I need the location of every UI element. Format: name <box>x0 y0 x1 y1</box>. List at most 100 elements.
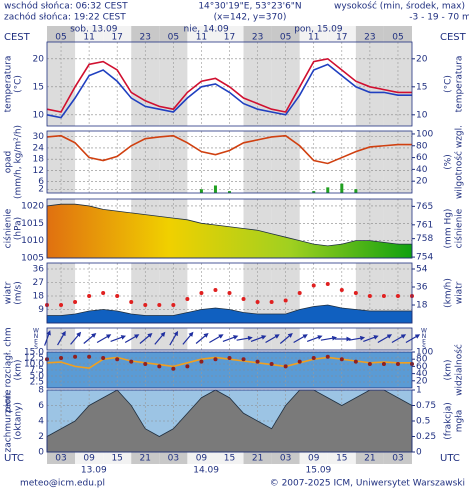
bottom-hour: 21 <box>364 454 375 464</box>
top-hour: 05 <box>280 33 291 43</box>
series-dot <box>339 357 344 362</box>
footer-right: © 2007-2025 ICM, Uniwersytet Warszawski <box>270 479 465 489</box>
top-hour: 11 <box>196 33 207 43</box>
axis-title: (%) <box>444 154 454 170</box>
series-dot <box>311 283 316 288</box>
y-tick-label: 15 <box>33 82 44 92</box>
time-cell <box>187 452 216 464</box>
wind-arrow <box>348 335 366 341</box>
y-tick-label: 1010 <box>21 236 44 246</box>
panel-frame <box>46 327 413 351</box>
time-cell <box>187 26 216 44</box>
top-hour: 23 <box>364 33 375 43</box>
y2-tick-label: 758 <box>416 234 433 244</box>
series-dot <box>213 357 218 362</box>
series-area <box>46 304 413 324</box>
height-values: -3 - 19 - 70 m <box>409 13 469 23</box>
series-dot <box>381 362 386 366</box>
precip-bar <box>340 183 344 193</box>
bottom-hour: 21 <box>252 454 263 464</box>
y-tick-label: 2.5 <box>30 378 44 388</box>
axis-title: (km) <box>14 359 24 380</box>
y2-tick-label: 765 <box>416 202 433 212</box>
y-tick-label: 18 <box>33 155 45 165</box>
y-tick-label: 15.0 <box>24 348 44 358</box>
bottom-hour: 03 <box>280 454 291 464</box>
y2-tick-label: 40 <box>416 165 428 175</box>
wind-arrow <box>279 332 293 344</box>
y2-tick-label: 18 <box>416 301 428 311</box>
y2-tick-label: 20 <box>416 376 428 386</box>
series-dot <box>297 291 302 295</box>
time-cell <box>383 452 412 464</box>
axis-title: wiatr <box>455 281 465 304</box>
top-zone: CEST <box>440 32 467 43</box>
night-band <box>355 131 384 193</box>
time-cell <box>47 452 76 464</box>
series-dot <box>157 364 162 369</box>
series-dot <box>171 366 176 371</box>
series-dot <box>367 294 372 298</box>
series-dot <box>129 300 134 304</box>
bottom-hour: 15 <box>336 454 347 464</box>
y2-tick-label: 754 <box>416 253 433 263</box>
y2-tick-label: 10 <box>416 110 428 120</box>
wind-arrow <box>250 335 267 342</box>
series-dot <box>395 294 400 298</box>
series-dot <box>381 294 386 298</box>
wind-arrow <box>57 330 66 346</box>
series-dot <box>157 303 162 307</box>
time-cell <box>355 26 384 44</box>
series-dot <box>325 354 330 359</box>
axis-title: N <box>422 333 427 340</box>
y2-tick-label: 15 <box>416 82 427 92</box>
y2-tick-label: 20 <box>416 54 428 64</box>
y2-tick-label: 100 <box>416 348 433 358</box>
series-dot <box>87 294 92 298</box>
y2-tick-label: 0.75 <box>416 401 436 411</box>
y-tick-label: 1005 <box>21 254 44 264</box>
y-tick-label: 8 <box>38 386 44 396</box>
top-hour: 05 <box>168 33 179 43</box>
series-dot <box>73 300 78 304</box>
panel-frame <box>46 41 413 127</box>
wind-arrow <box>96 334 112 344</box>
series-dot <box>283 298 288 303</box>
precip-bar <box>354 189 358 193</box>
time-cell <box>299 452 328 464</box>
axis-title: (km/h) <box>444 278 454 308</box>
y-tick-label: 9 <box>38 305 44 315</box>
y2-tick-label: 20 <box>416 177 428 187</box>
y2-tick-label: 1 <box>416 386 422 396</box>
precip-bar <box>326 187 330 193</box>
time-cell <box>327 452 356 464</box>
y-tick-label: 10.0 <box>24 360 44 370</box>
axis-title: opad <box>4 151 14 173</box>
time-cell <box>271 26 300 44</box>
series-dot <box>143 362 148 366</box>
axis-title: pion. rozciągł. chm <box>4 327 14 412</box>
y-tick-label: 5.0 <box>30 372 45 382</box>
wind-arrow <box>236 335 253 341</box>
wind-arrow <box>363 335 379 342</box>
series-dot <box>73 354 78 359</box>
bottom-hour: 09 <box>308 454 320 464</box>
time-cell <box>355 452 384 464</box>
series-dot <box>241 297 246 301</box>
y2-tick-label: 761 <box>416 220 433 230</box>
wind-arrow <box>139 332 153 344</box>
series-dot <box>101 356 106 360</box>
series-dot <box>227 291 232 295</box>
series-line <box>46 134 412 165</box>
series-area <box>46 203 413 259</box>
bottom-hour: 09 <box>196 454 208 464</box>
bottom-day: 13.09 <box>81 466 107 476</box>
time-cell <box>103 452 132 464</box>
y2-tick-label: 0.5 <box>416 417 430 427</box>
series-dot <box>395 362 400 366</box>
panel-bg <box>47 131 412 193</box>
y2-tick-label: 36 <box>416 283 428 293</box>
y2-tick-label: 60 <box>416 362 428 372</box>
series-dot <box>297 359 302 364</box>
